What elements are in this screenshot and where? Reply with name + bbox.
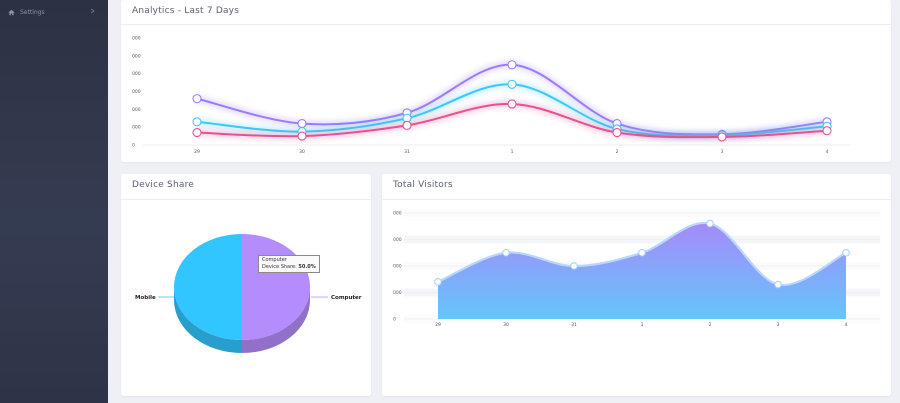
- y-tick-label: 0: [132, 143, 135, 149]
- y-tick-label: 000: [132, 107, 141, 113]
- data-point: [570, 262, 578, 270]
- data-point: [192, 117, 202, 127]
- series-line-glow: [196, 81, 828, 139]
- device-share-title: Device Share: [132, 180, 195, 190]
- y-tick-label: 000: [393, 264, 402, 270]
- y-tick-label: 000: [132, 125, 141, 131]
- y-tick-label: 000: [132, 36, 141, 42]
- chart-tooltip: Computer Device Share: 50.0%: [258, 255, 320, 273]
- total-visitors-title: Total Visitors: [393, 180, 453, 190]
- area-fill: [438, 222, 846, 319]
- series-line: [196, 83, 828, 137]
- x-tick-label: 30: [503, 322, 509, 328]
- sidebar: Settings: [0, 0, 108, 403]
- x-tick-label: 2: [709, 322, 712, 328]
- pie-label-computer: Computer: [331, 295, 362, 301]
- data-point: [638, 248, 646, 257]
- x-tick-label: 29: [194, 149, 200, 155]
- data-point: [507, 99, 517, 109]
- data-point: [502, 248, 510, 257]
- home-icon: [8, 9, 15, 15]
- card-divider: [382, 199, 891, 200]
- data-point: [297, 131, 307, 141]
- x-tick-label: 3: [777, 322, 780, 328]
- y-tick-label: 000: [393, 211, 402, 217]
- y-tick-label: 000: [132, 71, 141, 77]
- data-point: [822, 126, 832, 136]
- x-tick-label: 1: [511, 149, 514, 155]
- y-tick-label: 0: [393, 317, 396, 323]
- y-tick-label: 000: [132, 89, 141, 95]
- card-divider: [121, 24, 891, 25]
- data-point: [402, 120, 412, 130]
- analytics-title: Analytics - Last 7 Days: [132, 6, 240, 16]
- x-tick-label: 1: [641, 322, 644, 328]
- tooltip-value: 50.0%: [298, 264, 316, 270]
- data-point: [612, 127, 622, 138]
- y-tick-label: 000: [393, 290, 402, 296]
- pie-side-mobile: [174, 287, 242, 353]
- data-point: [192, 94, 202, 104]
- pie-slice-mobile: [174, 234, 242, 340]
- data-point: [297, 119, 307, 129]
- x-tick-label: 31: [404, 149, 410, 155]
- y-tick-label: 000: [393, 237, 402, 243]
- data-point: [774, 280, 782, 289]
- chevron-right-icon: [90, 8, 95, 14]
- tooltip-series: Computer: [262, 257, 287, 263]
- data-point: [842, 248, 850, 257]
- x-tick-label: 4: [845, 322, 848, 328]
- device-share-pie-chart: Mobile Computer: [135, 234, 362, 353]
- y-tick-label: 000: [132, 53, 141, 59]
- card-divider: [121, 199, 371, 200]
- x-tick-label: 3: [721, 149, 724, 155]
- analytics-card: Analytics - Last 7 Days 0 000 000 000 000 000…: [121, 0, 891, 162]
- x-tick-label: 30: [299, 149, 305, 155]
- x-tick-label: 31: [571, 322, 577, 328]
- sidebar-item-settings[interactable]: Settings: [8, 6, 102, 18]
- data-point: [192, 127, 202, 138]
- data-point: [507, 60, 517, 70]
- data-point: [507, 79, 517, 89]
- pie-label-mobile: Mobile: [135, 295, 156, 301]
- data-point: [706, 219, 714, 228]
- data-point: [434, 278, 442, 286]
- data-point: [717, 132, 727, 142]
- total-visitors-card: Total Visitors 0 000 000 000 000 29 30 31 1 2 3 4: [382, 174, 891, 396]
- x-tick-label: 29: [435, 322, 441, 328]
- x-tick-label: 2: [616, 149, 619, 155]
- pie-side-computer: [242, 287, 310, 353]
- sidebar-item-label: Settings: [20, 8, 45, 16]
- x-tick-label: 4: [826, 149, 829, 155]
- tooltip-label: Device Share: [262, 264, 296, 270]
